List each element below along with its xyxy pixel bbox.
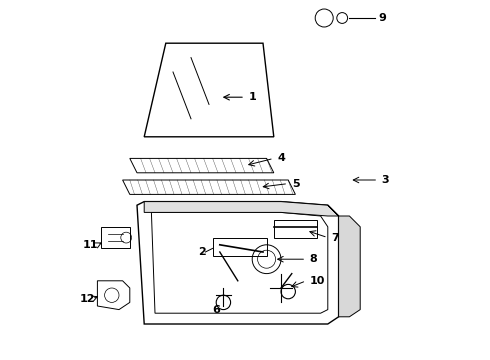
Text: 2: 2 [198, 247, 206, 257]
Text: 9: 9 [378, 13, 386, 23]
Bar [101, 227, 130, 248]
Text: 7: 7 [331, 233, 339, 243]
Text: 5: 5 [292, 179, 299, 189]
Text: 4: 4 [277, 153, 285, 163]
Bar [213, 238, 267, 256]
Bar [274, 220, 317, 238]
Polygon shape [144, 202, 339, 216]
Text: 8: 8 [310, 254, 318, 264]
Text: 6: 6 [213, 305, 220, 315]
Text: 11: 11 [83, 240, 98, 250]
Text: 3: 3 [382, 175, 390, 185]
Text: 12: 12 [79, 294, 95, 304]
Text: 1: 1 [248, 92, 256, 102]
Text: 10: 10 [310, 276, 325, 286]
Polygon shape [328, 205, 360, 317]
